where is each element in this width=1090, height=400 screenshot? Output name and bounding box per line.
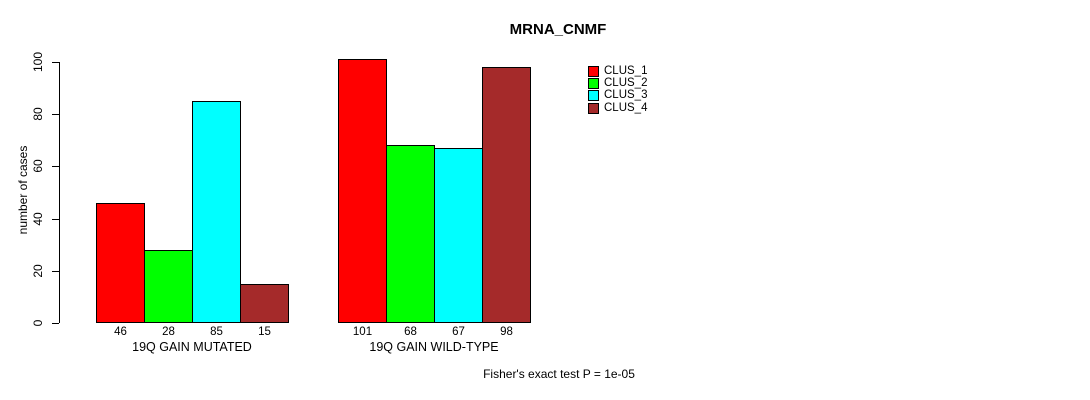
legend-swatch-clus-2 xyxy=(588,78,599,90)
y-axis-tick-label: 60 xyxy=(31,159,45,173)
bar-value-label: 98 xyxy=(500,326,513,338)
legend-swatch-clus-3 xyxy=(588,90,599,102)
bar-clus-3-group-2 xyxy=(434,148,483,323)
bar-clus-1-group-1 xyxy=(96,202,145,323)
bar-value-label: 67 xyxy=(452,326,465,338)
chart-title: MRNA_CNMF xyxy=(509,21,607,38)
bar-value-label: 85 xyxy=(210,326,223,338)
bar-clus-2-group-2 xyxy=(386,145,435,323)
y-axis-tick-label: 100 xyxy=(31,51,45,72)
y-axis-line xyxy=(59,61,60,323)
y-axis-tick-label: 40 xyxy=(31,211,45,226)
category-label: 19Q GAIN MUTATED xyxy=(132,340,252,354)
stat-annotation: Fisher's exact test P = 1e-05 xyxy=(483,367,635,381)
bar-value-label: 68 xyxy=(404,326,417,338)
bar-value-label: 46 xyxy=(114,326,127,338)
bar-value-label: 15 xyxy=(258,326,271,338)
y-axis-tick-label: 80 xyxy=(31,107,45,121)
y-axis-tick xyxy=(52,218,59,220)
legend-label-clus-1: CLUS_1 xyxy=(604,65,648,77)
y-axis-tick xyxy=(52,166,59,168)
y-axis-tick xyxy=(52,323,59,324)
y-axis-tick xyxy=(52,114,59,115)
bar-value-label: 28 xyxy=(162,326,175,338)
bar-clus-4-group-2 xyxy=(482,67,531,323)
bar-value-label: 101 xyxy=(352,326,373,338)
y-axis-tick-label: 20 xyxy=(31,264,45,278)
legend-label-clus-3: CLUS_3 xyxy=(604,89,648,102)
bar-clus-3-group-1 xyxy=(192,101,241,323)
bar-clus-4-group-1 xyxy=(240,283,289,323)
y-axis-tick xyxy=(52,61,59,63)
legend-swatch-clus-1 xyxy=(588,66,599,77)
category-label: 19Q GAIN WILD-TYPE xyxy=(369,340,499,354)
legend-label-clus-2: CLUS_2 xyxy=(604,77,648,90)
y-axis-title: number of cases xyxy=(16,145,30,235)
y-axis-tick xyxy=(52,270,59,272)
y-axis-tick-label: 0 xyxy=(31,319,45,327)
legend-label-clus-4: CLUS_4 xyxy=(604,101,648,114)
legend-swatch-clus-4 xyxy=(588,102,599,114)
bar-clus-2-group-1 xyxy=(144,249,193,323)
bar-clus-1-group-2 xyxy=(338,59,387,323)
